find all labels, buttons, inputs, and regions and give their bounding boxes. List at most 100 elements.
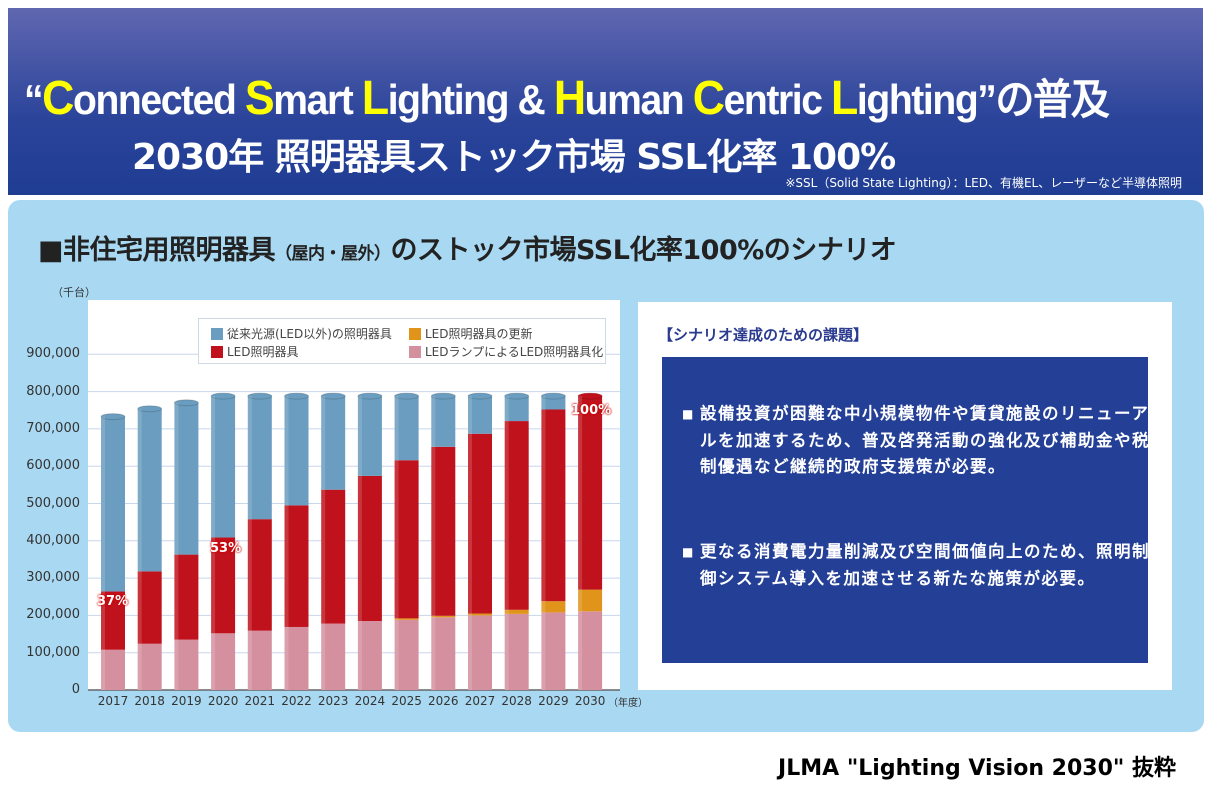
y-tick-label: 800,000	[26, 383, 80, 399]
legend-label: LEDランプによるLED照明器具化	[425, 345, 604, 359]
bar-segment	[431, 617, 456, 690]
bar-highlight	[504, 396, 509, 690]
bar-cap	[210, 392, 236, 400]
x-tick-label: 2018	[134, 694, 165, 708]
legend-item: LED照明器具	[211, 343, 299, 360]
subtitle: 2030年 照明器具ストック市場 SSL化率 100%	[132, 137, 896, 178]
x-tick-label: 2017	[97, 694, 129, 708]
bar-segment	[137, 408, 162, 572]
title-part: H	[553, 72, 586, 125]
y-tick-label: 200,000	[26, 607, 80, 623]
bar-segment	[174, 554, 199, 640]
bar-highlight	[321, 396, 326, 690]
bar-segment	[578, 396, 603, 590]
main-title: “Connected Smart Lighting & Human Centri…	[24, 66, 1112, 127]
bar-segment	[504, 421, 529, 610]
bar-segment	[174, 639, 199, 690]
section-title: ■非住宅用照明器具（屋内・屋外）のストック市場SSL化率100%のシナリオ	[38, 228, 897, 267]
percent-annotation: 100%	[571, 403, 612, 418]
bar-segment	[504, 609, 529, 614]
title-part: L	[361, 72, 389, 125]
legend-swatch	[211, 345, 223, 358]
y-tick-label: 500,000	[26, 495, 80, 511]
issue-bullet: 更なる消費電力量削減及び空間価値向上のため、照明制御システム導入を加速させる新た…	[682, 539, 1160, 592]
bar-segment	[101, 416, 125, 592]
bar-highlight	[468, 396, 472, 690]
bar-segment	[284, 626, 309, 690]
y-tick-label: 700,000	[26, 420, 80, 436]
bar-cap	[504, 392, 530, 400]
bar-segment	[247, 519, 272, 631]
bar-highlight	[284, 396, 289, 690]
title-part: C	[42, 72, 74, 125]
bar-segment	[211, 537, 236, 634]
bar-cap	[173, 399, 199, 407]
x-tick-label: 2024	[354, 694, 386, 708]
bar-segment	[394, 460, 419, 619]
y-tick-label: 100,000	[26, 644, 80, 660]
bar-segment	[211, 633, 236, 690]
bar-segment	[321, 396, 346, 490]
legend-item: 従来光源(LED以外)の照明器具	[211, 325, 392, 342]
legend-label: LED照明器具	[227, 345, 299, 359]
bar-segment	[468, 615, 492, 690]
x-tick-label: 2029	[538, 694, 569, 708]
legend-swatch	[409, 327, 421, 340]
title-part: S	[244, 72, 275, 125]
bar-segment	[247, 396, 272, 520]
y-tick-label: 900,000	[26, 346, 80, 362]
title-part: ighting”の普及	[856, 76, 1110, 123]
bar-segment	[504, 613, 529, 690]
bar-segment	[321, 489, 346, 624]
bar-segment	[211, 396, 236, 538]
x-tick-label: 2019	[171, 694, 202, 708]
bar-cap	[394, 392, 420, 400]
title-part: uman	[584, 76, 693, 123]
bar-cap	[467, 392, 493, 400]
x-tick-label: 2023	[317, 694, 349, 708]
title-part: onnected	[72, 76, 245, 123]
bar-highlight	[211, 396, 216, 690]
bar-segment	[541, 396, 566, 410]
bar-segment	[101, 649, 125, 690]
bar-segment	[394, 396, 419, 461]
stacked-bar-chart	[88, 353, 620, 691]
issue-bullet: 設備投資が困難な中小規模物件や賃貸施設のリニューアルを加速するため、普及啓発活動…	[682, 401, 1160, 481]
title-part: entric	[723, 76, 832, 123]
issues-box: 設備投資が困難な中小規模物件や賃貸施設のリニューアルを加速するため、普及啓発活動…	[662, 357, 1149, 663]
section-title-small: （屋内・屋外）	[275, 244, 391, 264]
bar-highlight	[247, 396, 252, 690]
x-tick-label: 2027	[464, 694, 496, 708]
bar-highlight	[394, 396, 399, 690]
x-tick-label: 2026	[428, 694, 459, 708]
x-tick-label: 2021	[244, 694, 276, 708]
bar-highlight	[431, 396, 436, 690]
bar-segment	[431, 396, 456, 447]
bar-segment	[504, 396, 529, 422]
bar-segment	[431, 615, 456, 618]
y-tick-label: 400,000	[26, 532, 80, 548]
percent-annotation: 53%	[210, 541, 242, 556]
x-axis-unit: （年度）	[608, 698, 648, 709]
bar-segment	[394, 618, 419, 620]
bar-segment	[357, 620, 382, 690]
x-tick-label: 2028	[501, 694, 532, 708]
bar-segment	[247, 630, 272, 690]
title-part: “	[24, 76, 43, 123]
x-tick-label: 2025	[391, 694, 422, 708]
bar-segment	[284, 505, 309, 627]
bar-segment	[541, 409, 566, 602]
bar-cap	[100, 413, 126, 421]
legend-item: LEDランプによるLED照明器具化	[409, 343, 603, 360]
bar-segment	[321, 623, 346, 690]
section-title-end: のストック市場SSL化率100%のシナリオ	[390, 235, 897, 266]
bar-segment	[137, 571, 162, 644]
bar-segment	[578, 611, 603, 690]
bar-cap	[284, 392, 309, 400]
bar-highlight	[101, 416, 105, 690]
legend: 従来光源(LED以外)の照明器具 LED照明器具の更新 LED照明器具 LEDランプに…	[198, 318, 606, 364]
header-banner	[8, 8, 1203, 195]
bar-segment	[394, 619, 419, 690]
x-tick-label: 2020	[207, 694, 239, 708]
bar-segment	[101, 591, 125, 650]
